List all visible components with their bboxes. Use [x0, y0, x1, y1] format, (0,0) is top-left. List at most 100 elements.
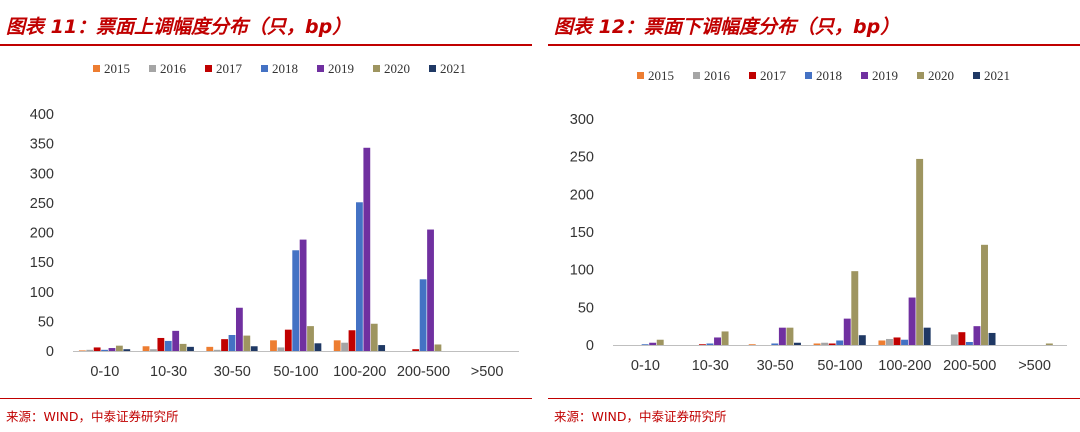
bar-2019-30-50	[778, 327, 786, 345]
bar-2021-30-50	[250, 346, 258, 351]
x-tick-label: >500	[471, 364, 504, 380]
legend-label: 2016	[704, 68, 731, 83]
y-tick-label: 300	[570, 112, 594, 128]
legend-swatch	[805, 72, 812, 79]
legend-swatch	[917, 72, 924, 79]
y-tick-label: 50	[578, 300, 594, 316]
bar-2019-100-200	[363, 147, 371, 351]
legend-swatch	[205, 65, 212, 72]
legend-label: 2018	[816, 68, 842, 83]
bar-2017-50-100	[828, 343, 836, 345]
x-tick-label: 0-10	[90, 364, 119, 380]
y-tick-label: 400	[30, 107, 54, 123]
legend-entry-2015: 2015	[93, 61, 130, 76]
bar-2017-100-200	[348, 330, 356, 351]
bar-2016-10-30	[150, 349, 157, 351]
y-tick-label: 350	[30, 137, 54, 153]
bar-chart-down: 2015 2016 2017 2018 2019 2020 2021 0 50 100 150 200…	[570, 68, 1067, 374]
bar-2020-10-30	[721, 331, 729, 345]
y-tick-label: 150	[30, 255, 54, 271]
legend-entry-2020: 2020	[917, 68, 954, 83]
x-tick-label: 10-30	[150, 364, 187, 380]
legend-label: 2015	[648, 68, 674, 83]
bar-2021-30-50	[794, 342, 801, 345]
bar-2020-50-100	[307, 326, 314, 351]
bar-2017-50-100	[284, 329, 292, 351]
bar-2017-0-10	[93, 347, 101, 351]
title-divider	[548, 44, 1080, 46]
bar-2018-30-50	[771, 343, 779, 345]
chart-panel-up: 图表 11：票面上调幅度分布（只，bp） 2015 2016 2017 2018 201…	[0, 0, 532, 432]
x-tick-label: 0-10	[631, 358, 660, 374]
y-tick-label: 250	[30, 196, 54, 212]
legend-label: 2020	[384, 61, 410, 76]
bar-2017-10-30	[698, 344, 706, 345]
bar-2021-10-30	[187, 346, 194, 351]
bar-2015-30-50	[748, 344, 756, 345]
chart-title: 图表 11：票面上调幅度分布（只，bp）	[6, 16, 352, 38]
legend-swatch	[317, 65, 324, 72]
bar-2020->500	[1045, 343, 1053, 345]
legend-swatch	[693, 72, 700, 79]
bar-2017-200-500	[958, 332, 966, 345]
legend-label: 2021	[440, 61, 466, 76]
bar-2018-50-100	[836, 340, 844, 345]
bar-2020-50-100	[851, 271, 859, 345]
bar-2015-100-200	[878, 340, 886, 345]
x-tick-label: 200-500	[397, 364, 450, 380]
legend-label: 2021	[984, 68, 1010, 83]
bar-2018-100-200	[901, 339, 909, 345]
legend-label: 2017	[760, 68, 787, 83]
legend-entry-2015: 2015	[637, 68, 674, 83]
legend-entry-2017: 2017	[205, 61, 243, 76]
legend-entry-2019: 2019	[861, 68, 898, 83]
bar-2021-100-200	[378, 345, 386, 351]
y-tick-label: 0	[46, 344, 54, 360]
x-tick-label: >500	[1018, 358, 1051, 374]
bar-2019-10-30	[714, 337, 721, 345]
bar-2020-30-50	[243, 335, 251, 351]
legend-label: 2020	[928, 68, 954, 83]
y-tick-label: 250	[570, 150, 594, 166]
y-tick-label: 200	[30, 226, 54, 242]
legend-swatch	[149, 65, 156, 72]
bar-2016-100-200	[341, 342, 348, 351]
bar-2019-100-200	[908, 297, 916, 345]
legend-label: 2018	[272, 61, 298, 76]
bar-2015-0-10	[78, 350, 86, 351]
legend-label: 2019	[328, 61, 354, 76]
bar-2020-10-30	[179, 343, 187, 351]
bar-2020-30-50	[786, 327, 794, 345]
bar-2019-50-100	[299, 239, 307, 351]
x-tick-label: 100-200	[333, 364, 386, 380]
y-tick-label: 100	[570, 263, 594, 279]
bar-2019-200-500	[427, 229, 434, 351]
bar-2015-100-200	[333, 340, 341, 351]
bar-2015-50-100	[813, 343, 821, 345]
legend-entry-2018: 2018	[805, 68, 842, 83]
bar-2021-50-100	[858, 335, 866, 345]
legend-swatch	[637, 72, 644, 79]
source-divider	[0, 398, 532, 399]
x-tick-label: 10-30	[692, 358, 729, 374]
legend-label: 2015	[104, 61, 130, 76]
legend-swatch	[373, 65, 380, 72]
bar-2016-50-100	[821, 342, 829, 345]
bar-2020-100-200	[916, 158, 924, 345]
x-tick-label: 50-100	[273, 364, 318, 380]
bar-2021-0-10	[123, 349, 131, 351]
bar-2019-50-100	[843, 318, 851, 345]
y-tick-label: 50	[38, 314, 54, 330]
bar-2017-200-500	[412, 349, 420, 351]
legend-entry-2021: 2021	[973, 68, 1010, 83]
bar-2019-0-10	[649, 342, 657, 345]
y-tick-label: 100	[30, 285, 54, 301]
source-divider	[548, 398, 1080, 399]
x-tick-label: 50-100	[817, 358, 862, 374]
bar-2020-200-500	[981, 244, 988, 345]
y-tick-label: 0	[586, 338, 594, 354]
bar-2018-200-500	[965, 341, 973, 345]
bar-2020-100-200	[370, 323, 378, 351]
bar-2018-0-10	[101, 349, 108, 351]
bar-2015-10-30	[142, 346, 150, 351]
